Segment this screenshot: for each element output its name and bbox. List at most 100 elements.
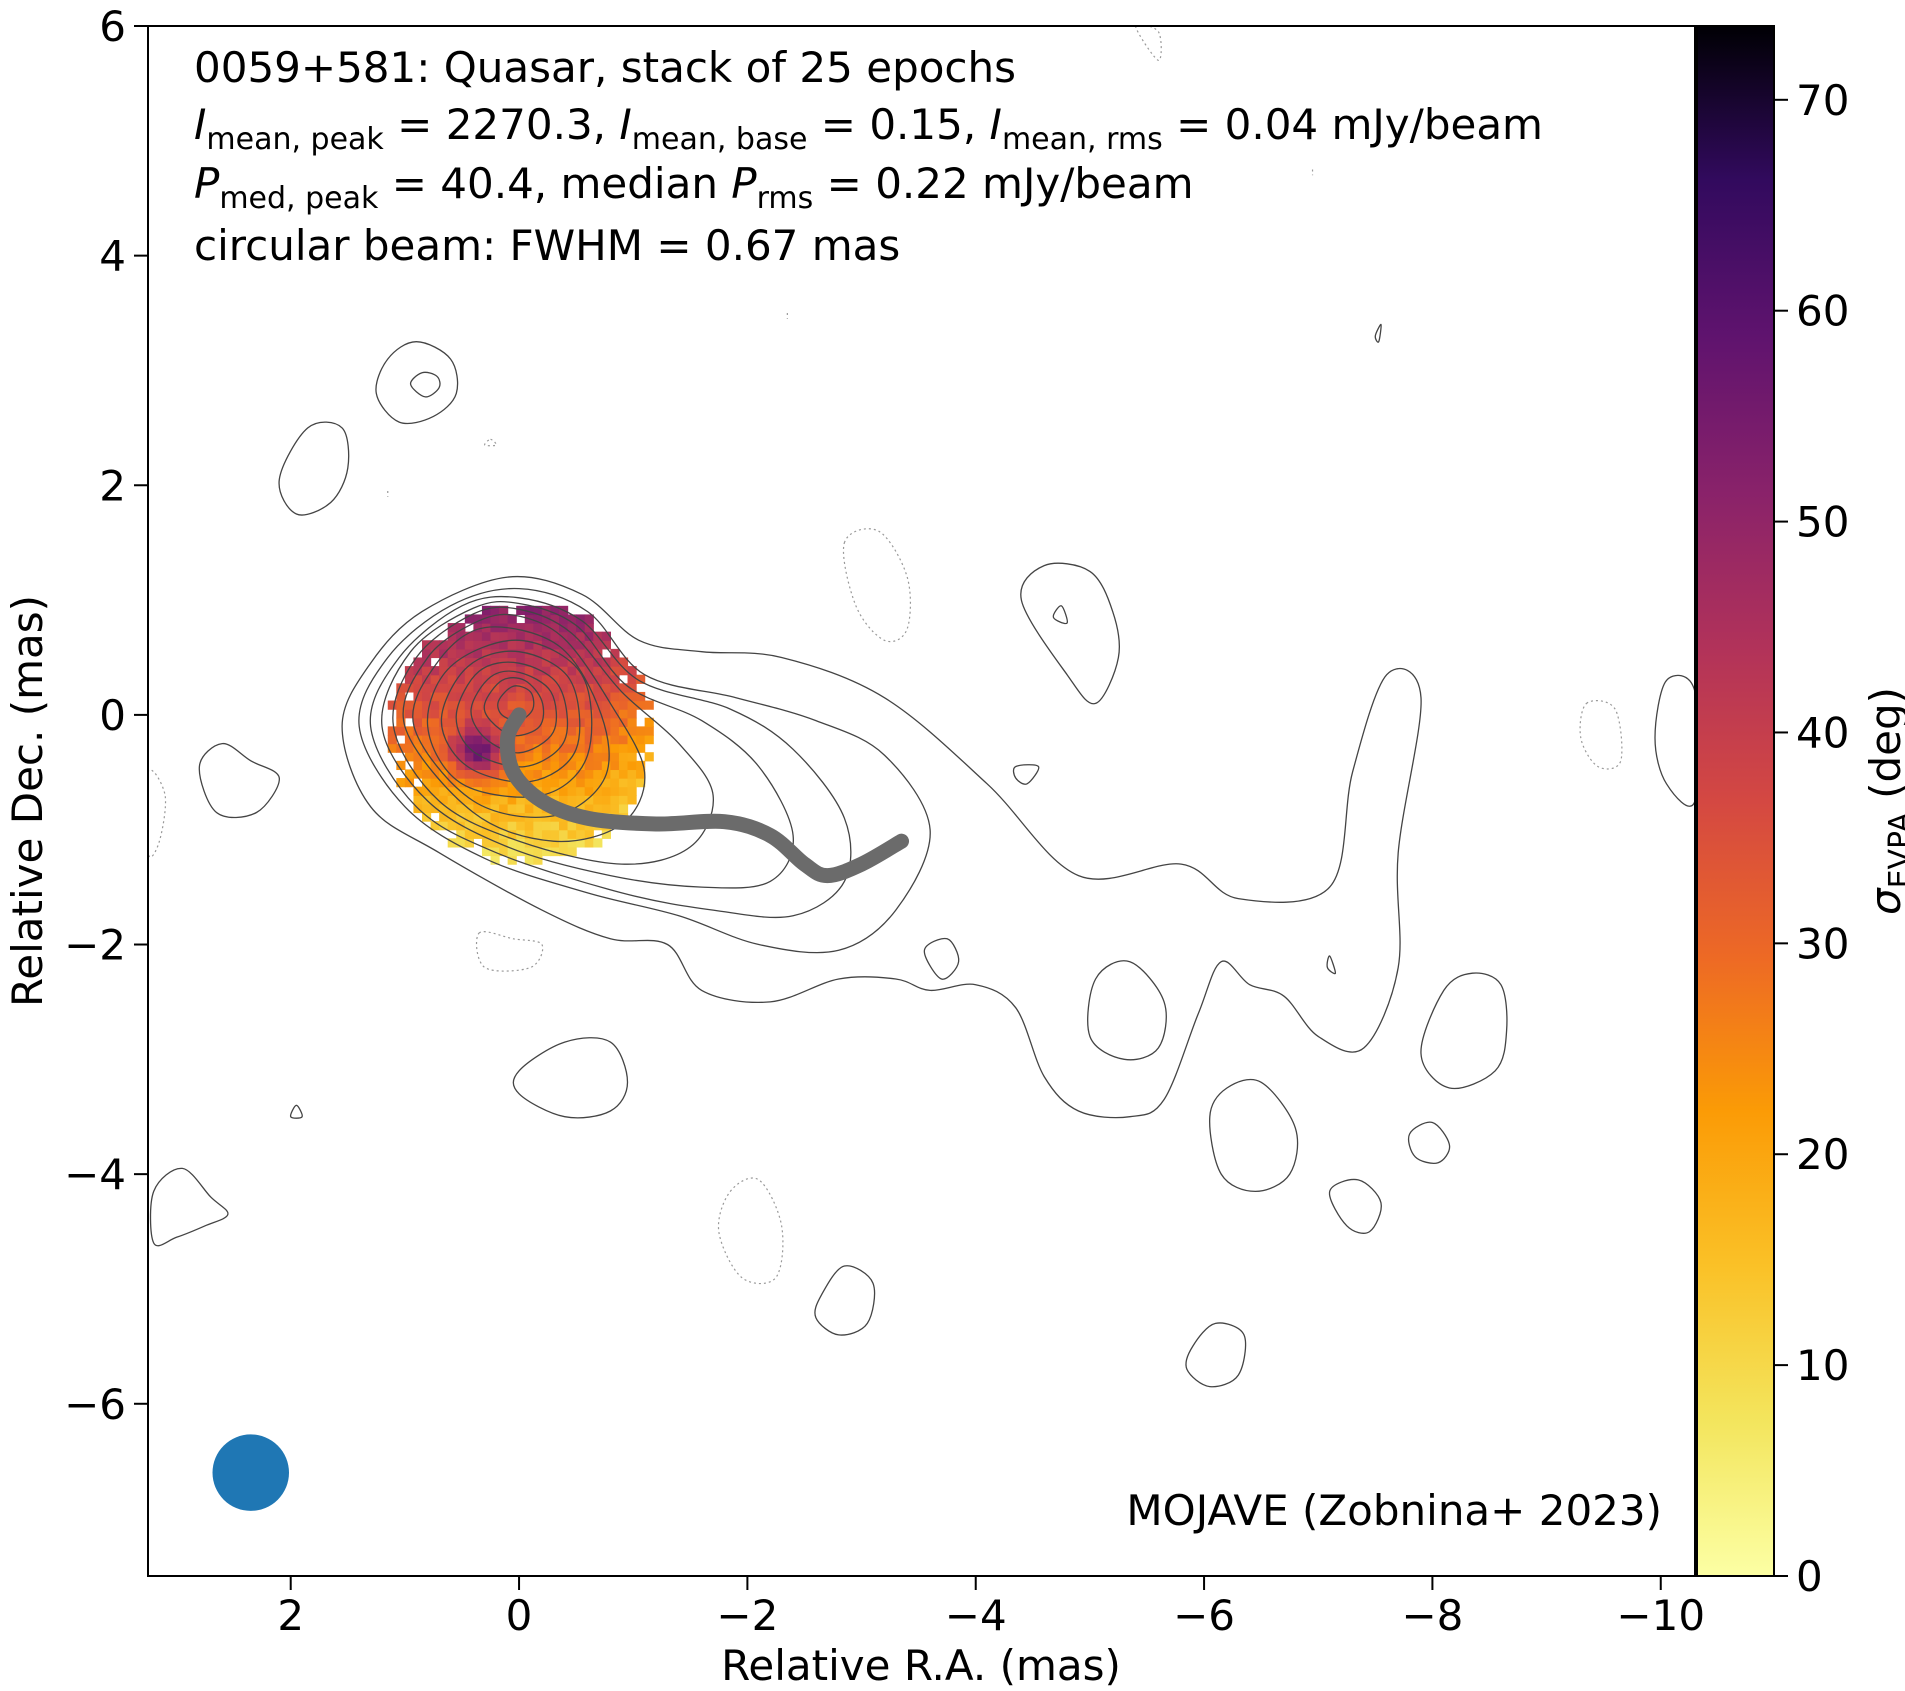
heatmap-pixel xyxy=(396,709,406,719)
heatmap-pixel xyxy=(533,605,543,616)
heatmap-pixel xyxy=(593,691,603,702)
heatmap-pixel xyxy=(576,760,586,771)
heatmap-pixel xyxy=(507,700,517,710)
heatmap-pixel xyxy=(627,700,637,710)
heatmap-pixel xyxy=(481,726,492,736)
contour-level xyxy=(1020,562,1121,705)
heatmap-pixel xyxy=(559,614,569,624)
heatmap-pixel xyxy=(533,743,543,753)
heatmap-pixel xyxy=(481,795,492,805)
heatmap-pixel xyxy=(541,700,552,710)
heatmap-pixel xyxy=(533,640,543,650)
contour-level xyxy=(412,626,610,818)
heatmap-pixel xyxy=(524,605,534,616)
heatmap-pixel xyxy=(447,803,457,814)
heatmap-pixel xyxy=(430,648,440,659)
heatmap-pixel xyxy=(533,760,543,771)
contour-level xyxy=(923,937,960,980)
heatmap-pixel xyxy=(490,795,500,805)
heatmap-pixel xyxy=(567,769,577,779)
heatmap-pixel xyxy=(524,640,534,650)
heatmap-pixel xyxy=(456,752,466,762)
colorbar-tick-label: 70 xyxy=(1796,76,1849,125)
heatmap-pixel xyxy=(541,614,552,624)
heatmap-pixel xyxy=(516,657,526,667)
contour-level xyxy=(409,371,441,398)
heatmap-pixel xyxy=(422,683,432,693)
heatmap-pixel xyxy=(541,674,552,684)
title-line-2: Imean, peak = 2270.3, Imean, base = 0.15… xyxy=(194,100,1543,157)
heatmap-pixel xyxy=(473,709,483,719)
heatmap-pixel xyxy=(490,623,500,633)
heatmap-pixel xyxy=(593,648,603,659)
heatmap-pixel xyxy=(627,760,637,771)
heatmap-pixel xyxy=(550,691,560,702)
heatmap-pixel xyxy=(490,691,500,702)
heatmap-pixel xyxy=(541,640,552,650)
heatmap-pixel xyxy=(541,623,552,633)
heatmap-pixel xyxy=(447,709,457,719)
heatmap-pixel xyxy=(456,717,466,727)
heatmap-pixel xyxy=(422,657,432,667)
heatmap-pixel xyxy=(422,803,432,814)
heatmap-pixel xyxy=(576,803,586,814)
heatmap-pixel xyxy=(567,683,577,693)
heatmap-pixel xyxy=(593,795,603,805)
heatmap-pixel xyxy=(567,700,577,710)
heatmap-pixel xyxy=(481,717,492,727)
heatmap-pixel xyxy=(490,786,500,796)
heatmap-pixel xyxy=(481,812,492,822)
heatmap-pixel xyxy=(481,786,492,796)
heatmap-pixel xyxy=(387,743,397,753)
heatmap-pixel xyxy=(439,803,449,814)
colorbar-tick-label: 60 xyxy=(1796,287,1849,336)
credit-label: MOJAVE (Zobnina+ 2023) xyxy=(1126,1486,1662,1535)
heatmap-pixel xyxy=(473,631,483,641)
heatmap-pixel xyxy=(618,691,629,702)
heatmap-pixel xyxy=(447,700,457,710)
heatmap-pixel xyxy=(507,803,517,814)
heatmap-pixel xyxy=(456,743,466,753)
heatmap-pixel xyxy=(576,778,586,788)
heatmap-pixel xyxy=(644,752,654,762)
heatmap-pixel xyxy=(404,778,415,788)
heatmap-pixel xyxy=(439,795,449,805)
heatmap-pixel xyxy=(447,812,457,822)
heatmap-pixel xyxy=(559,734,569,745)
heatmap-pixel xyxy=(396,691,406,702)
heatmap-pixel xyxy=(490,717,500,727)
heatmap-pixel xyxy=(618,726,629,736)
contour-level xyxy=(198,742,280,819)
heatmap-pixel xyxy=(559,631,569,641)
heatmap-pixel xyxy=(593,760,603,771)
heatmap-pixel xyxy=(464,838,474,848)
heatmap-pixel xyxy=(576,631,586,641)
heatmap-pixel xyxy=(481,778,492,788)
heatmap-pixel xyxy=(473,760,483,771)
heatmap-pixel xyxy=(481,666,492,676)
heatmap-pixel xyxy=(507,786,517,796)
heatmap-pixel xyxy=(644,726,654,736)
colorbar-ticks: 0 10 20 30 40 50 60 70 xyxy=(1774,76,1849,1601)
heatmap-pixel xyxy=(430,674,440,684)
heatmap-pixel xyxy=(567,657,577,667)
heatmap-pixel xyxy=(430,700,440,710)
heatmap-pixel xyxy=(456,683,466,693)
contour-level xyxy=(369,595,852,919)
heatmap-pixel xyxy=(601,700,611,710)
heatmap-pixel xyxy=(499,778,509,788)
contour-level xyxy=(1012,764,1040,785)
heatmap-pixel xyxy=(507,829,517,839)
heatmap-pixel xyxy=(396,726,406,736)
heatmap-pixel xyxy=(473,683,483,693)
heatmap-pixel xyxy=(610,674,620,684)
heatmap-pixel xyxy=(601,778,611,788)
heatmap-pixel xyxy=(404,700,415,710)
heatmap-pixel xyxy=(584,734,594,745)
heatmap-pixel xyxy=(413,717,423,727)
heatmap-pixel xyxy=(610,683,620,693)
contour-level xyxy=(1185,1322,1247,1388)
heatmap-pixel xyxy=(481,846,492,857)
heatmap-pixel xyxy=(439,778,449,788)
x-tick-label: −8 xyxy=(1401,1591,1463,1640)
